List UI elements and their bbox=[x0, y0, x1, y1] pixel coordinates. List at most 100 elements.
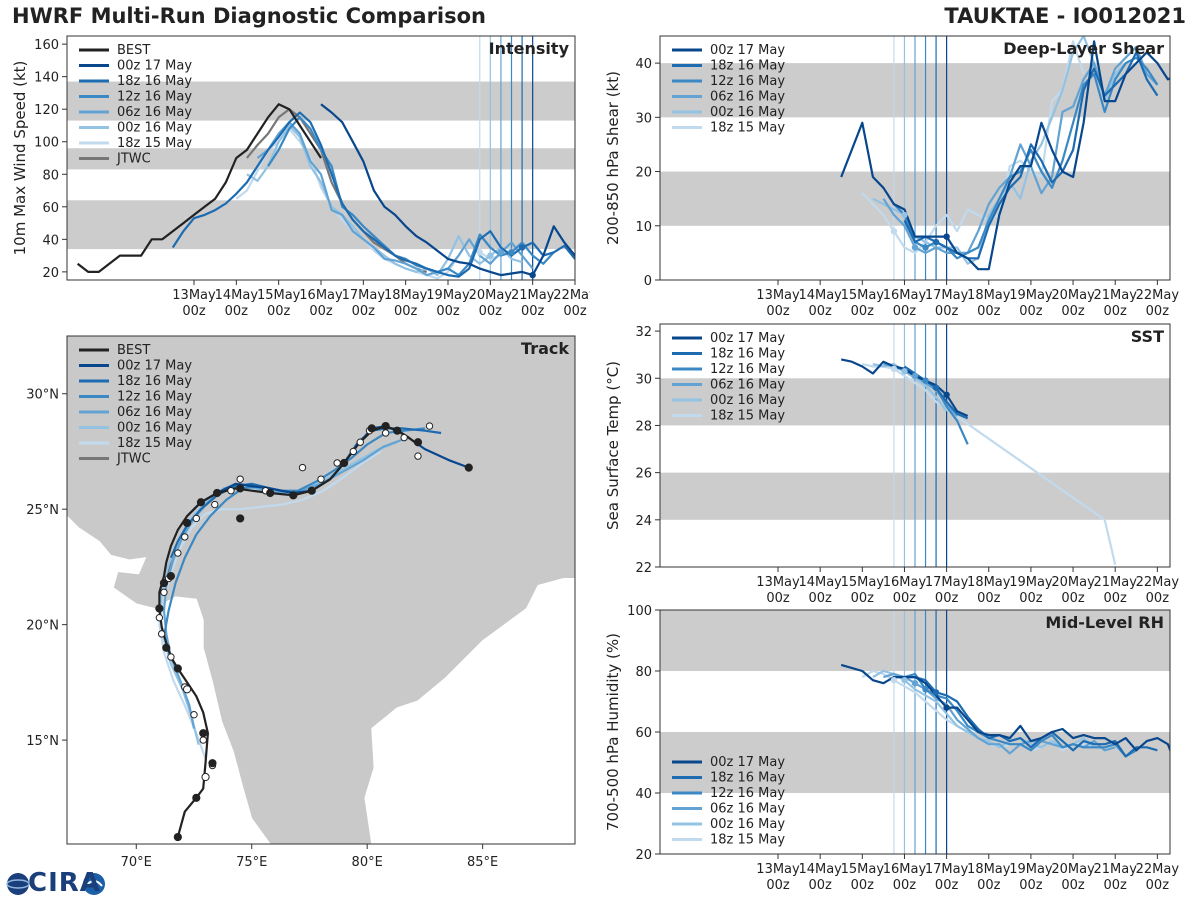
forecast-position-marker bbox=[192, 514, 201, 523]
y-tick-label: 40 bbox=[42, 233, 59, 248]
legend-label-18z-15-may: 18z 15 May bbox=[710, 833, 785, 848]
y-axis-label: Sea Surface Temp (°C) bbox=[604, 361, 622, 530]
y-tick-label: 20 bbox=[42, 266, 59, 281]
y-tick-label: 20 bbox=[635, 166, 652, 181]
best-track-marker bbox=[182, 685, 192, 694]
x-tick-label: 17May bbox=[925, 575, 969, 590]
best-track-marker bbox=[166, 572, 176, 581]
legend-label-12z-16-may: 12z 16 May bbox=[710, 74, 785, 89]
init-point-00z-16-may bbox=[901, 676, 908, 684]
forecast-position-marker bbox=[400, 433, 408, 442]
x-tick-label: 17May bbox=[925, 288, 969, 303]
x-tick-label: 13May bbox=[756, 288, 800, 303]
panel-title: Deep-Layer Shear bbox=[1003, 39, 1164, 58]
legend-label-jtwc: JTWC bbox=[116, 452, 151, 467]
series-line-06z-16-may bbox=[882, 45, 1159, 254]
forecast-position-marker bbox=[181, 533, 189, 541]
map-frame bbox=[66, 335, 576, 845]
x-tick-label: 00z bbox=[1104, 304, 1128, 319]
init-point-18z-15-may bbox=[476, 249, 483, 256]
init-point-18z-16-may bbox=[932, 238, 940, 246]
best-track-marker bbox=[208, 759, 217, 768]
best-track-marker bbox=[413, 438, 423, 447]
legend-label-18z-16-may: 18z 16 May bbox=[710, 59, 785, 74]
legend-label-00z-16-may: 00z 16 May bbox=[710, 393, 785, 408]
x-tick-label: 00z bbox=[1104, 878, 1128, 893]
y-tick-label: 140 bbox=[34, 71, 59, 86]
plot-frame bbox=[659, 323, 1171, 568]
x-tick-label: 19May bbox=[1009, 575, 1053, 590]
x-tick-label: 20May bbox=[1051, 862, 1095, 877]
best-track-marker bbox=[192, 793, 201, 802]
init-point-12z-16-may bbox=[922, 377, 929, 384]
series-line-06z-16-may bbox=[256, 121, 534, 277]
y-tick-label: 160 bbox=[34, 38, 59, 53]
lat-tick-label: 30°N bbox=[26, 388, 59, 403]
x-tick-label: 22May bbox=[553, 288, 590, 303]
y-tick-label: 32 bbox=[635, 325, 652, 340]
legend-label-00z-16-may: 00z 16 May bbox=[117, 121, 192, 136]
x-tick-label: 13May bbox=[172, 288, 216, 303]
legend-label-12z-16-may: 12z 16 May bbox=[117, 390, 192, 405]
x-tick-label: 00z bbox=[1061, 878, 1085, 893]
x-tick-label: 16May bbox=[299, 288, 343, 303]
lat-tick-label: 20°N bbox=[26, 619, 59, 634]
legend-label-18z-16-may: 18z 16 May bbox=[117, 374, 192, 389]
x-tick-label: 14May bbox=[215, 288, 259, 303]
best-track-marker bbox=[236, 484, 245, 493]
series-line-00z-17-may bbox=[840, 663, 1170, 753]
legend-label-jtwc: JTWC bbox=[116, 152, 151, 167]
x-tick-label: 00z bbox=[977, 304, 1001, 319]
x-tick-label: 00z bbox=[1146, 878, 1170, 893]
best-track-marker bbox=[339, 458, 349, 468]
forecast-position-marker bbox=[157, 630, 166, 638]
x-tick-label: 00z bbox=[893, 591, 917, 606]
y-tick-label: 20 bbox=[635, 848, 652, 863]
x-tick-label: 00z bbox=[808, 591, 832, 606]
x-tick-label: 18May bbox=[967, 288, 1011, 303]
init-point-00z-16-may bbox=[487, 252, 494, 259]
init-point-18z-15-may bbox=[890, 676, 898, 684]
best-track-marker bbox=[173, 664, 182, 673]
x-tick-label: 21May bbox=[1093, 575, 1137, 590]
legend-label-00z-17-may: 00z 17 May bbox=[710, 331, 785, 346]
x-tick-label: 15May bbox=[257, 288, 301, 303]
y-tick-label: 40 bbox=[635, 787, 652, 802]
init-point-00z-17-may bbox=[943, 391, 950, 398]
x-tick-label: 00z bbox=[1061, 304, 1085, 319]
forecast-position-marker bbox=[211, 500, 219, 509]
legend-label-18z-15-may: 18z 15 May bbox=[710, 409, 785, 424]
y-tick-label: 80 bbox=[635, 665, 652, 680]
series-group bbox=[840, 36, 1170, 271]
best-track-marker bbox=[307, 486, 316, 495]
x-tick-label: 00z bbox=[935, 878, 959, 893]
init-point-18z-15-may bbox=[890, 228, 898, 235]
y-tick-label: 60 bbox=[42, 201, 59, 216]
lon-tick-label: 70°E bbox=[121, 855, 152, 870]
x-tick-label: 18May bbox=[967, 862, 1011, 877]
init-point-18z-15-may bbox=[890, 365, 898, 373]
x-tick-label: 00z bbox=[851, 591, 875, 606]
x-tick-label: 19May bbox=[426, 288, 470, 303]
x-tick-label: 00z bbox=[851, 878, 875, 893]
x-tick-label: 16May bbox=[883, 288, 927, 303]
x-tick-label: 22May bbox=[1136, 288, 1180, 303]
x-tick-label: 20May bbox=[469, 288, 513, 303]
legend-label-00z-16-may: 00z 16 May bbox=[117, 421, 192, 436]
legend-label-00z-17-may: 00z 17 May bbox=[710, 755, 785, 770]
rh-chart: 2040608010013May00z14May00z15May00z16May… bbox=[604, 604, 1179, 893]
forecast-position-marker bbox=[425, 422, 434, 430]
init-point-18z-16-may bbox=[932, 689, 940, 696]
x-tick-label: 16May bbox=[883, 862, 927, 877]
best-track-marker bbox=[159, 578, 169, 588]
x-tick-label: 00z bbox=[1146, 304, 1170, 319]
init-point-00z-17-may bbox=[943, 704, 950, 711]
panel-title: SST bbox=[1131, 327, 1164, 346]
x-tick-label: 22May bbox=[1136, 575, 1180, 590]
best-track-marker bbox=[236, 514, 245, 523]
best-track-marker bbox=[155, 604, 164, 613]
init-point-00z-17-may bbox=[529, 271, 536, 279]
x-tick-label: 00z bbox=[893, 304, 917, 319]
